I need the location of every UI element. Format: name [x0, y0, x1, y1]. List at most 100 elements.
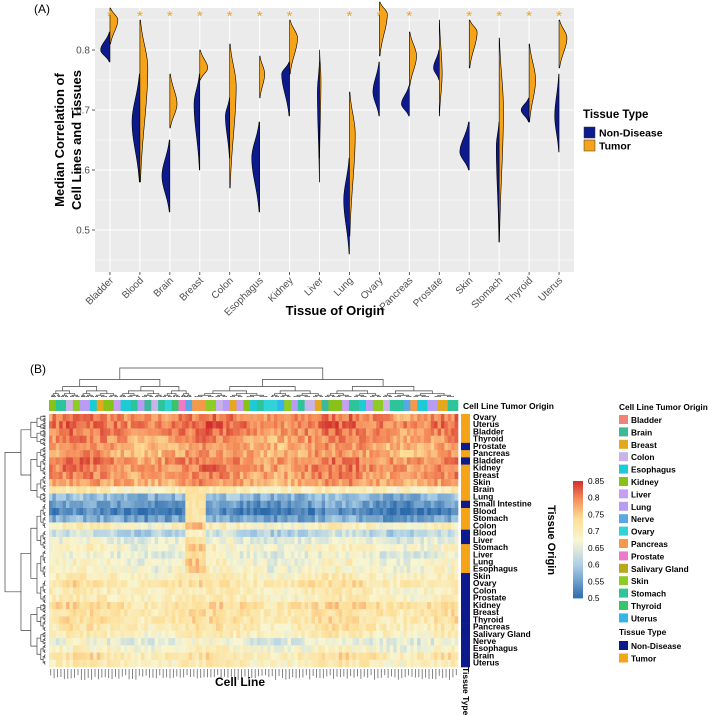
heatmap-cell — [134, 457, 138, 465]
heatmap-cell — [280, 580, 285, 588]
heatmap-cell — [444, 551, 449, 559]
heatmap-cell — [444, 638, 449, 646]
heatmap-cell — [386, 471, 391, 480]
heatmap-cell — [383, 493, 387, 502]
heatmap-cell — [454, 652, 459, 661]
heatmap-cell — [280, 573, 285, 581]
heatmap-cell — [389, 479, 394, 487]
heatmap-cell — [229, 442, 234, 451]
heatmap-cell — [76, 507, 80, 516]
heatmap-cell — [205, 587, 210, 596]
heatmap-cell — [103, 638, 108, 646]
heatmap-cell — [260, 565, 265, 574]
heatmap-cell — [137, 421, 142, 429]
row-label-bladder: Bladder — [473, 426, 505, 436]
heatmap-cell — [417, 623, 421, 632]
heatmap-cell — [314, 464, 319, 473]
heatmap-cell — [447, 573, 452, 581]
heatmap-cell — [212, 573, 217, 581]
color-scale-step — [573, 568, 583, 572]
heatmap-cell — [277, 471, 282, 480]
heatmap-cell — [389, 515, 394, 523]
heatmap-cell — [76, 587, 80, 596]
heatmap-cell — [444, 457, 449, 465]
heatmap-cell — [420, 594, 425, 603]
heatmap-cell — [110, 435, 115, 444]
heatmap-cell — [290, 558, 295, 567]
heatmap-cell — [369, 630, 374, 639]
heatmap-cell — [103, 630, 108, 639]
heatmap-cell — [420, 471, 425, 480]
heatmap-cell — [100, 587, 104, 596]
heatmap-cell — [55, 421, 60, 429]
heatmap-cell — [212, 623, 217, 632]
heatmap-cell — [243, 421, 247, 429]
heatmap-cell — [400, 442, 404, 451]
heatmap-cell — [352, 645, 357, 653]
heatmap-cell — [287, 638, 292, 646]
heatmap-cell — [192, 544, 196, 552]
heatmap-cell — [216, 587, 220, 596]
heatmap-cell — [120, 414, 125, 422]
heatmap-cell — [417, 529, 421, 538]
dendrogram-branch — [40, 430, 44, 436]
heatmap-cell — [410, 435, 414, 444]
heatmap-cell — [410, 464, 414, 473]
color-scale-step — [573, 578, 583, 581]
heatmap-cell — [59, 616, 63, 624]
heatmap-cell — [171, 565, 176, 574]
heatmap-cell — [219, 616, 224, 624]
heatmap-cell — [181, 652, 186, 661]
heatmap-cell — [86, 500, 91, 509]
heatmap-cell — [62, 587, 67, 596]
heatmap-cell — [120, 601, 125, 610]
dendrogram-branch — [296, 394, 308, 397]
heatmap-cell — [158, 616, 162, 624]
heatmap-cell — [120, 435, 125, 444]
heatmap-cell — [209, 601, 213, 610]
heatmap-cell — [270, 580, 275, 588]
heatmap-cell — [444, 659, 449, 668]
heatmap-cell — [335, 652, 340, 661]
heatmap-cell — [130, 464, 135, 473]
heatmap-cell — [86, 493, 91, 502]
heatmap-cell — [403, 435, 408, 444]
heatmap-cell — [243, 659, 247, 668]
heatmap-cell — [263, 529, 268, 538]
heatmap-cell — [413, 645, 418, 653]
origin-cell-pancreas — [195, 400, 200, 411]
heatmap-cell — [212, 464, 217, 473]
heatmap-cell — [188, 428, 193, 436]
heatmap-cell — [195, 450, 200, 458]
heatmap-cell — [209, 457, 213, 465]
heatmap-cell — [451, 450, 455, 458]
heatmap-cell — [253, 529, 258, 538]
heatmap-cell — [318, 623, 322, 632]
heatmap-cell — [250, 638, 254, 646]
heatmap-cell — [117, 645, 121, 653]
heatmap-cell — [236, 486, 241, 494]
heatmap-cell — [141, 580, 145, 588]
heatmap-cell — [372, 630, 377, 639]
legend-title: Tissue Type — [583, 109, 648, 121]
heatmap-cell — [103, 580, 108, 588]
heatmap-cell — [195, 507, 200, 516]
heatmap-cell — [362, 515, 367, 523]
heatmap-cell — [147, 529, 152, 538]
heatmap-cell — [69, 544, 74, 552]
heatmap-cell — [62, 471, 67, 480]
heatmap-cell — [117, 616, 121, 624]
heatmap-cell — [284, 493, 288, 502]
heatmap-cell — [212, 428, 217, 436]
heatmap-cell — [216, 536, 220, 545]
heatmap-cell — [359, 580, 363, 588]
heatmap-cell — [164, 464, 169, 473]
heatmap-cell — [406, 414, 411, 422]
heatmap-cell — [164, 573, 169, 581]
heatmap-cell — [117, 623, 121, 632]
heatmap-cell — [386, 536, 391, 545]
heatmap-cell — [66, 609, 70, 617]
heatmap-cell — [342, 428, 346, 436]
heatmap-cell — [311, 479, 316, 487]
heatmap-cell — [236, 609, 241, 617]
